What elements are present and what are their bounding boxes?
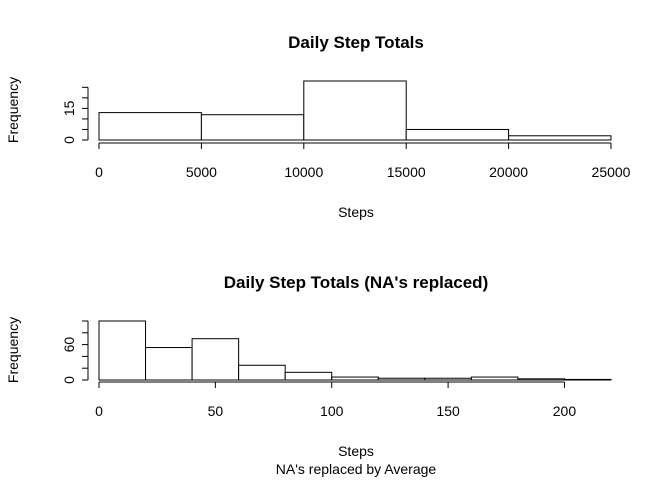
x-axis-label: Steps xyxy=(338,443,374,459)
x-tick-label: 10000 xyxy=(284,164,323,180)
x-tick-label: 15000 xyxy=(387,164,426,180)
histogram-bar xyxy=(303,80,407,141)
y-tick-label: 0 xyxy=(61,376,77,384)
histogram-bar xyxy=(238,364,286,381)
histogram-bar xyxy=(508,135,612,141)
chart-subtitle: NA's replaced by Average xyxy=(276,461,437,477)
x-axis: 0 5000 10000 15000 20000 25000 xyxy=(95,142,631,180)
x-tick-label: 0 xyxy=(95,403,103,419)
histogram-panel-na-replaced: Daily Step Totals (NA's replaced) Steps … xyxy=(5,273,612,477)
y-tick-label: 0 xyxy=(61,136,77,144)
x-tick-label: 5000 xyxy=(186,164,217,180)
x-tick-label: 25000 xyxy=(592,164,631,180)
histogram-bar xyxy=(284,371,333,381)
histogram-bar xyxy=(145,347,193,381)
x-axis: 0 50 100 150 200 xyxy=(95,381,577,419)
histogram-panel-step-totals: Daily Step Totals Steps Frequency 0 5000 1… xyxy=(5,33,631,220)
y-axis-label: Frequency xyxy=(5,317,21,383)
histogram-bar xyxy=(405,128,510,141)
y-axis: 0 15 xyxy=(61,86,89,144)
x-axis-label: Steps xyxy=(338,204,374,220)
histogram-bars xyxy=(98,80,612,141)
chart-title: Daily Step Totals (NA's replaced) xyxy=(224,273,488,292)
y-axis: 0 60 xyxy=(61,320,89,384)
chart-title: Daily Step Totals xyxy=(288,33,424,52)
histogram-bar xyxy=(98,320,147,381)
histogram-bar xyxy=(98,112,202,141)
histogram-bars xyxy=(98,320,612,381)
x-tick-label: 0 xyxy=(95,164,103,180)
y-tick-label: 15 xyxy=(61,100,77,116)
x-tick-label: 20000 xyxy=(489,164,528,180)
x-tick-label: 50 xyxy=(208,403,224,419)
x-tick-label: 200 xyxy=(553,403,577,419)
histogram-bar xyxy=(200,114,305,141)
histogram-bar xyxy=(191,338,240,381)
y-tick-label: 60 xyxy=(61,337,77,353)
y-axis-label: Frequency xyxy=(5,77,21,143)
x-tick-label: 150 xyxy=(436,403,460,419)
x-tick-label: 100 xyxy=(320,403,344,419)
